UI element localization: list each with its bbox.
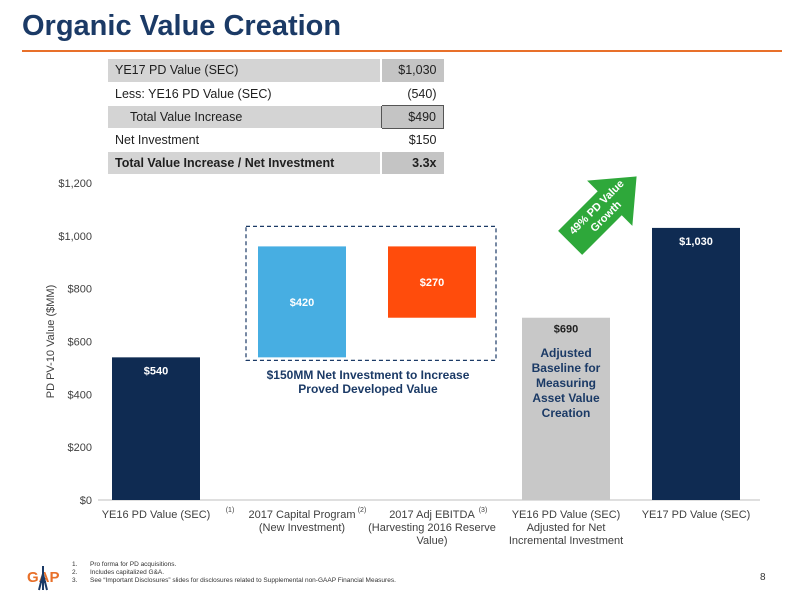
y-axis-label: PD PV-10 Value ($MM) <box>45 285 57 399</box>
x-tick-label: YE16 PD Value (SEC) <box>102 509 211 521</box>
summary-label: Less: YE16 PD Value (SEC) <box>108 82 382 105</box>
footnote-number: 2. <box>72 569 78 576</box>
data-label: $540 <box>144 365 168 377</box>
summary-row-total: Total Value Increase / Net Investment 3.… <box>108 151 444 174</box>
summary-value: 3.3x <box>380 151 444 174</box>
y-tick-label: $1,200 <box>58 178 92 190</box>
footnote-marker: (3) <box>479 507 488 514</box>
summary-row: Total Value Increase $490 <box>108 104 445 129</box>
x-tick-label: 2017 Capital Program <box>248 509 355 521</box>
y-tick-label: $800 <box>68 284 92 296</box>
summary-value: (540) <box>380 82 444 105</box>
data-label: $270 <box>420 277 444 289</box>
title-divider <box>22 50 782 52</box>
page-title: Organic Value Creation <box>22 10 342 42</box>
y-tick-label: $0 <box>80 495 92 507</box>
baseline-annotation: Asset Value <box>532 391 600 405</box>
footnote-text: Includes capitalized G&A. <box>90 569 165 576</box>
summary-label: Net Investment <box>108 128 382 151</box>
data-label: $690 <box>554 324 578 336</box>
footnote-text: See “Important Disclosures” slides for d… <box>90 577 396 584</box>
footnote-number: 3. <box>72 577 78 584</box>
summary-label: Total Value Increase / Net Investment <box>108 151 382 174</box>
x-tick-label: Value) <box>417 535 448 547</box>
footnote: 2. Includes capitalized G&A. <box>72 569 396 577</box>
y-tick-label: $1,000 <box>58 231 92 243</box>
summary-row: Less: YE16 PD Value (SEC) (540) <box>108 82 444 105</box>
page-number: 8 <box>760 572 766 583</box>
x-tick-label: Adjusted for Net <box>527 522 606 534</box>
y-tick-label: $200 <box>68 442 92 454</box>
footnote-marker: (1) <box>226 507 235 514</box>
summary-value: $490 <box>380 104 445 129</box>
net-investment-annotation: $150MM Net Investment to Increase <box>267 368 470 382</box>
baseline-annotation: Adjusted <box>540 346 591 360</box>
summary-row: YE17 PD Value (SEC) $1,030 <box>108 59 444 82</box>
x-tick-label: 2017 Adj EBITDA <box>389 509 475 521</box>
bar <box>522 317 610 500</box>
baseline-annotation: Measuring <box>536 376 596 390</box>
growth-arrow-shape <box>558 176 637 255</box>
x-tick-label: (Harvesting 2016 Reserve <box>368 522 496 534</box>
summary-value: $150 <box>380 128 444 151</box>
x-tick-label: YE17 PD Value (SEC) <box>642 509 751 521</box>
bar <box>258 246 346 358</box>
footnote: 3. See “Important Disclosures” slides for… <box>72 577 396 585</box>
bar <box>112 357 200 500</box>
summary-row: Net Investment $150 <box>108 128 444 151</box>
summary-label: YE17 PD Value (SEC) <box>108 59 382 82</box>
footnote-number: 1. <box>72 561 78 568</box>
bar <box>388 246 476 318</box>
footnote: 1. Pro forma for PD acquisitions. <box>72 561 396 569</box>
footnote-marker: (2) <box>358 507 367 514</box>
baseline-annotation: Creation <box>542 406 591 420</box>
summary-table: YE17 PD Value (SEC) $1,030 Less: YE16 PD… <box>108 59 445 175</box>
y-tick-label: $400 <box>68 389 92 401</box>
summary-label: Total Value Increase <box>108 105 382 128</box>
y-tick-label: $600 <box>68 337 92 349</box>
summary-value: $1,030 <box>380 59 444 82</box>
footnote-text: Pro forma for PD acquisitions. <box>90 561 177 568</box>
net-investment-annotation: Proved Developed Value <box>298 382 438 396</box>
investment-bracket <box>245 225 497 361</box>
bar <box>652 227 740 501</box>
data-label: $1,030 <box>679 236 713 248</box>
x-tick-label: Incremental Investment <box>509 535 623 547</box>
x-tick-label: YE16 PD Value (SEC) <box>512 509 621 521</box>
baseline-annotation: Baseline for <box>532 361 601 375</box>
x-tick-label: (New Investment) <box>259 522 345 534</box>
data-label: $420 <box>290 297 314 309</box>
footnotes: 1. Pro forma for PD acquisitions. 2. Inclu… <box>72 561 396 585</box>
company-logo: GAP <box>27 566 60 591</box>
